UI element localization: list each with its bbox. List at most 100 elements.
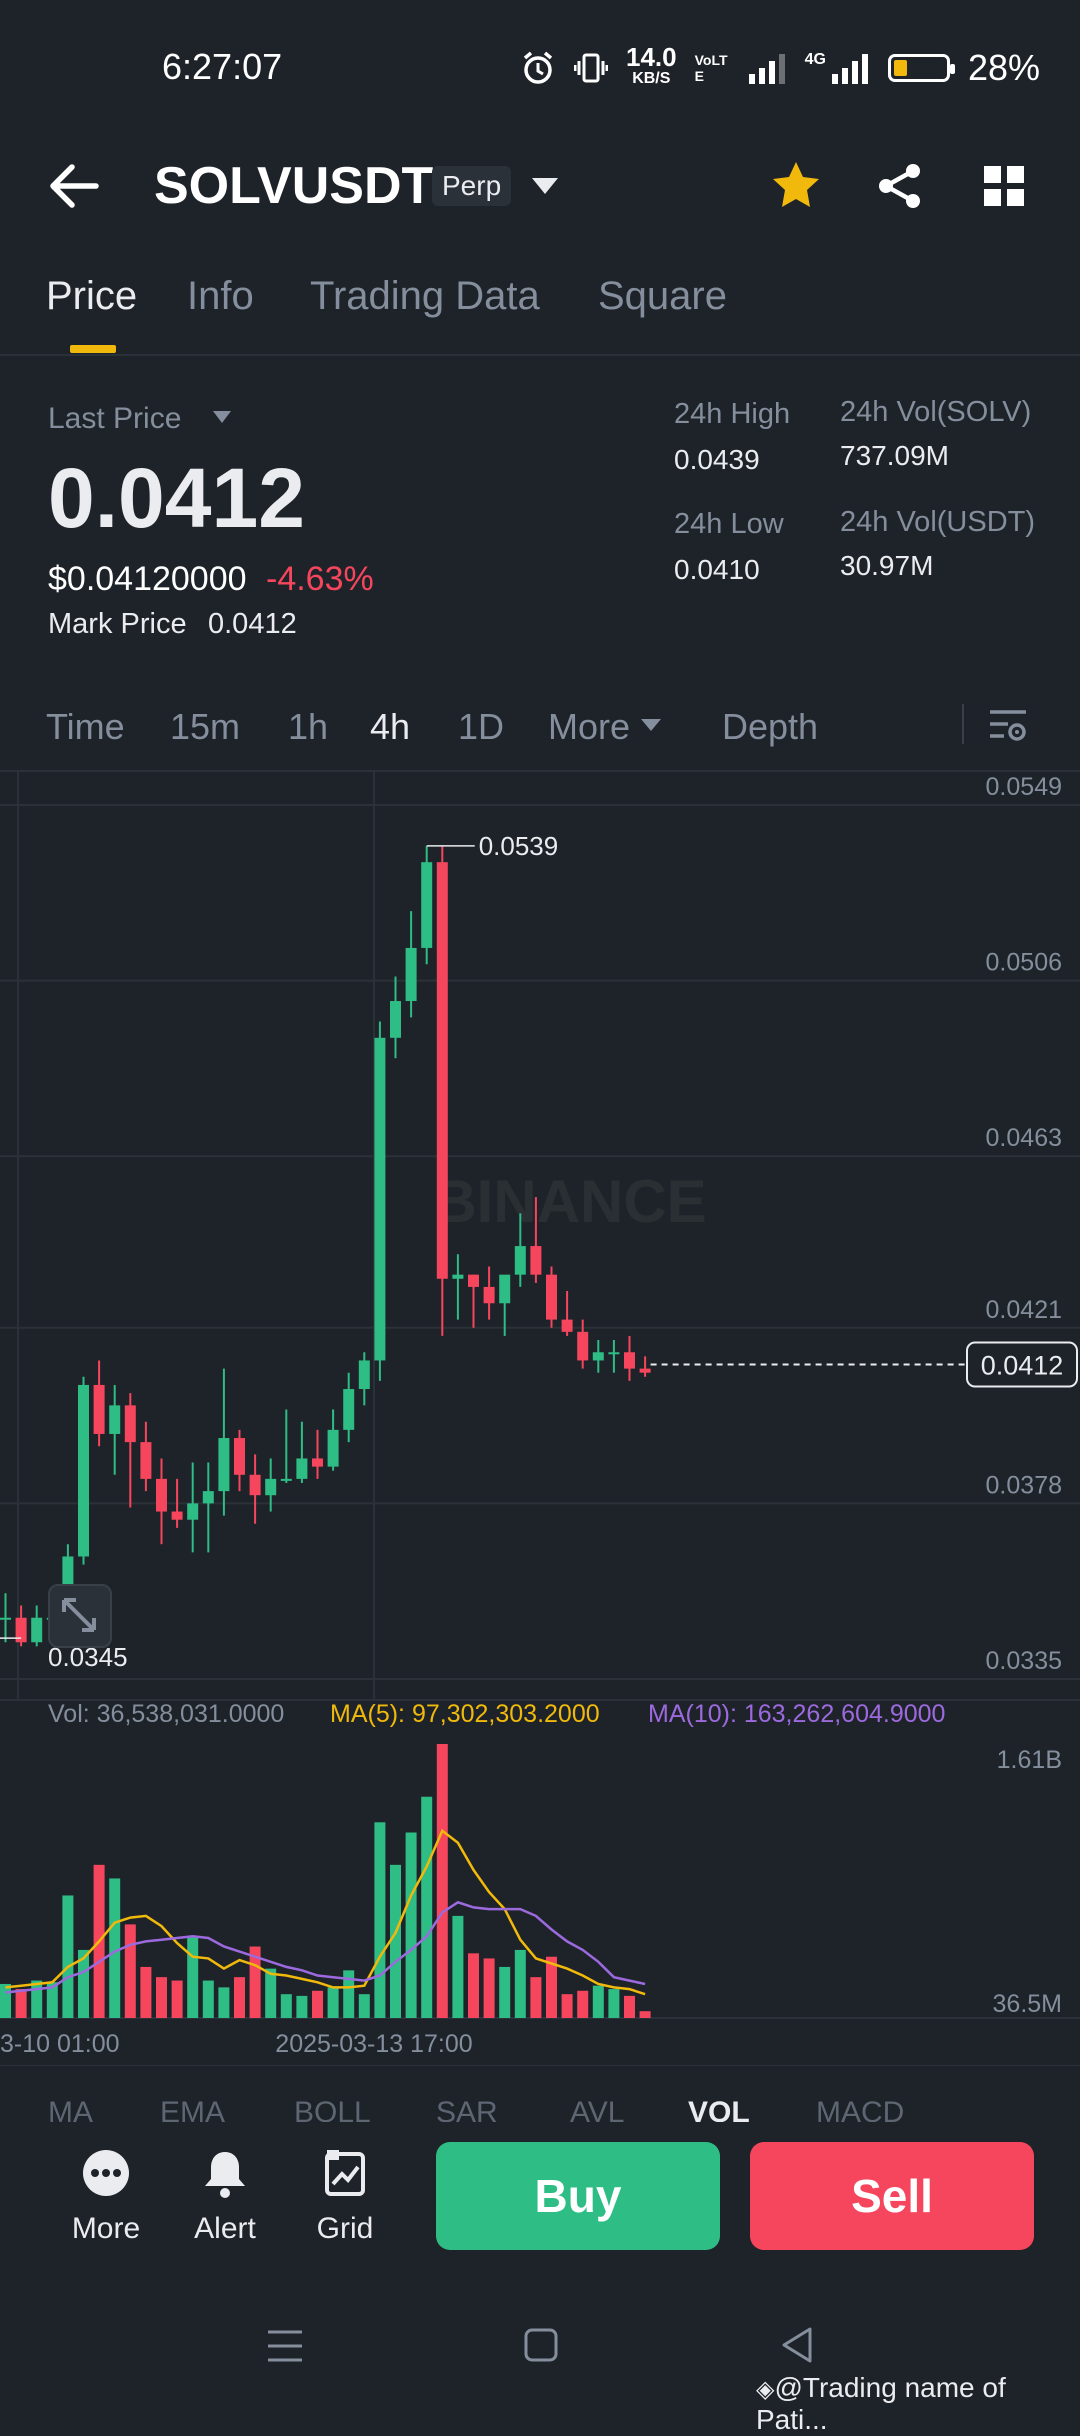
- volte-indicator: VoLTE: [694, 52, 728, 84]
- candle-body: [171, 1511, 183, 1520]
- indicator-ema[interactable]: EMA: [160, 2096, 226, 2122]
- alarm-icon: [523, 51, 553, 84]
- perp-badge: Perp: [432, 166, 512, 206]
- expand-chart-button[interactable]: [48, 1584, 112, 1648]
- candle-body: [249, 1474, 261, 1496]
- signal-icon-2: [831, 54, 868, 84]
- candle-body: [468, 1274, 479, 1287]
- grid-menu-icon[interactable]: [982, 164, 1026, 208]
- volume-bar: [202, 1980, 214, 2018]
- tabs-divider: [0, 354, 1080, 356]
- binance-logo-icon: ◈: [756, 2376, 775, 2403]
- tab-trading-data[interactable]: Trading Data: [310, 274, 540, 318]
- indicator-macd[interactable]: MACD: [816, 2096, 905, 2122]
- lte-label: 4G: [804, 51, 826, 68]
- active-tab-indicator: [70, 345, 116, 353]
- volume-bars: [0, 1744, 651, 2018]
- volume-bar: [280, 1994, 292, 2018]
- net-speed-unit: KB/S: [632, 70, 671, 87]
- bell-icon: [205, 2152, 245, 2198]
- indicator-ma[interactable]: MA: [48, 2096, 93, 2122]
- tab-info[interactable]: Info: [187, 274, 254, 318]
- price-tick-label: 0.0549: [986, 773, 1062, 801]
- candle-body: [93, 1384, 105, 1434]
- indicator-avl[interactable]: AVL: [570, 2096, 625, 2122]
- tab-square[interactable]: Square: [598, 274, 727, 318]
- volume-bar: [0, 1983, 11, 2018]
- price-chart[interactable]: BINANCE 0.05490.05060.04630.04210.03780.…: [0, 772, 1080, 2066]
- candle-body: [280, 1478, 292, 1481]
- indicator-sar[interactable]: SAR: [436, 2096, 498, 2122]
- nav-recents-icon[interactable]: [266, 2328, 304, 2364]
- volume-bar: [514, 1949, 526, 2018]
- volume-bar: [436, 1744, 448, 2018]
- volume-bar: [546, 1956, 557, 2018]
- price-tick-label: 0.0421: [986, 1296, 1062, 1324]
- mark-price-value: 0.0412: [208, 608, 297, 640]
- alert-action[interactable]: Alert: [175, 2148, 275, 2246]
- candle-body: [577, 1331, 589, 1361]
- candle-body: [15, 1617, 27, 1643]
- candles: [0, 845, 651, 1647]
- mark-price-label: Mark Price: [48, 608, 187, 640]
- nav-home-icon[interactable]: [524, 2328, 558, 2362]
- tab-price[interactable]: Price: [46, 274, 138, 318]
- sell-button[interactable]: Sell: [750, 2142, 1034, 2250]
- vol-base-value: 737.09M: [840, 440, 949, 471]
- share-icon[interactable]: [876, 162, 924, 210]
- candle-body: [156, 1478, 167, 1512]
- candle-body: [436, 862, 448, 1279]
- tf-4h[interactable]: 4h: [370, 706, 411, 747]
- chart-settings-icon[interactable]: [988, 708, 1028, 744]
- tf-1d[interactable]: 1D: [458, 706, 505, 747]
- back-arrow-icon[interactable]: [48, 162, 100, 210]
- last-price-label[interactable]: Last Price: [48, 402, 182, 435]
- volume-bar: [109, 1878, 121, 2018]
- tf-time[interactable]: Time: [46, 706, 125, 747]
- candle-body: [624, 1352, 635, 1369]
- tf-more[interactable]: More: [548, 706, 631, 747]
- volume-ma10-line: [5, 1900, 646, 1994]
- more-action[interactable]: More: [56, 2148, 156, 2246]
- candle-body: [109, 1405, 121, 1434]
- volume-ma10-label: MA(10): 163,262,604.9000: [648, 1700, 946, 1728]
- candle-body: [499, 1274, 511, 1304]
- volume-bar: [249, 1946, 261, 2018]
- high-24h-value: 0.0439: [674, 444, 760, 475]
- time-label: 2025-03-13 17:00: [275, 2030, 472, 2058]
- volume-bar: [234, 1977, 245, 2018]
- nav-back-icon[interactable]: [780, 2326, 814, 2364]
- status-time: 6:27:07: [162, 46, 283, 87]
- time-label: 3-10 01:00: [0, 2030, 120, 2058]
- pair-dropdown-icon[interactable]: [530, 176, 560, 196]
- volume-bar: [31, 1980, 43, 2018]
- pair-title[interactable]: SOLVUSDT: [154, 157, 434, 215]
- volume-bar: [374, 1822, 386, 2018]
- chevron-down-icon[interactable]: [212, 410, 232, 424]
- more-dropdown-icon[interactable]: [640, 718, 662, 732]
- volume-bar: [405, 1832, 417, 2018]
- candle-body: [452, 1274, 464, 1279]
- volume-bar: [140, 1966, 152, 2018]
- volume-bar: [608, 1989, 620, 2018]
- indicator-tabs[interactable]: MA EMA BOLL SAR AVL VOL MACD: [0, 2066, 1080, 2122]
- indicator-vol[interactable]: VOL: [688, 2096, 750, 2122]
- net-speed: 14.0 KB/S: [626, 44, 677, 90]
- tf-1h[interactable]: 1h: [288, 706, 329, 747]
- volume-bar: [624, 1995, 635, 2018]
- current-price-tag[interactable]: [966, 1341, 1078, 1388]
- tf-depth[interactable]: Depth: [722, 706, 819, 747]
- volume-bar: [171, 1980, 183, 2018]
- candle-body: [639, 1368, 651, 1373]
- candle-body: [327, 1429, 339, 1467]
- candle-body: [140, 1442, 152, 1479]
- grid-action[interactable]: Grid: [295, 2148, 395, 2246]
- volume-bar: [312, 1990, 323, 2018]
- vol-quote-value: 30.97M: [840, 550, 934, 581]
- indicator-boll[interactable]: BOLL: [294, 2096, 371, 2122]
- tf-15m[interactable]: 15m: [170, 706, 241, 747]
- buy-button[interactable]: Buy: [436, 2142, 720, 2250]
- volume-bar: [561, 1994, 573, 2018]
- candle-body: [31, 1617, 43, 1643]
- favorite-star-icon[interactable]: [770, 160, 822, 210]
